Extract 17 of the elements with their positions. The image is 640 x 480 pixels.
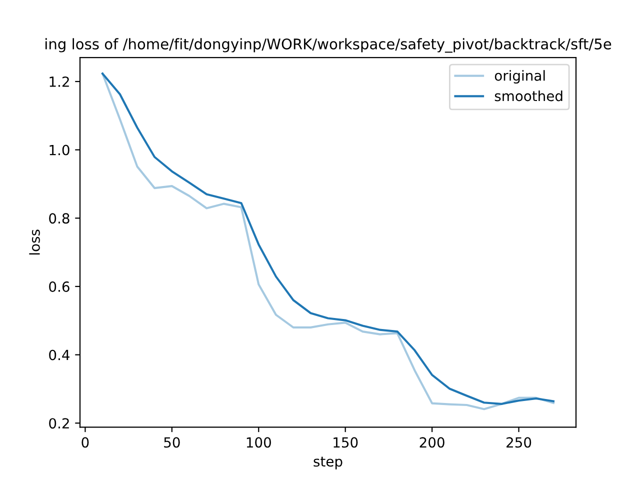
y-tick-label: 0.2 <box>49 418 69 429</box>
y-axis-title: loss <box>29 230 40 255</box>
x-tick-label: 100 <box>246 437 271 448</box>
legend-label: original <box>494 70 545 84</box>
y-tick-label: 1.0 <box>50 144 70 156</box>
x-tick-label: 200 <box>420 437 444 448</box>
y-tick-label: 1.2 <box>50 76 69 87</box>
x-axis-title: step <box>314 456 342 470</box>
y-tick-label: 0.4 <box>49 350 70 360</box>
x-tick-label: 150 <box>334 437 358 448</box>
x-tick-label: 0 <box>82 437 89 448</box>
legend-label: smoothed <box>494 90 562 102</box>
x-tick-label: 250 <box>506 437 532 448</box>
chart-title: ing loss of /home/fit/dongyinp/WORK/workspace/safety_pivot/backtrack/sft/5e <box>45 38 612 53</box>
y-tick-label: 0.8 <box>49 213 70 224</box>
x-tick-label: 50 <box>164 437 180 448</box>
y-tick-label: 0.6 <box>49 281 70 292</box>
